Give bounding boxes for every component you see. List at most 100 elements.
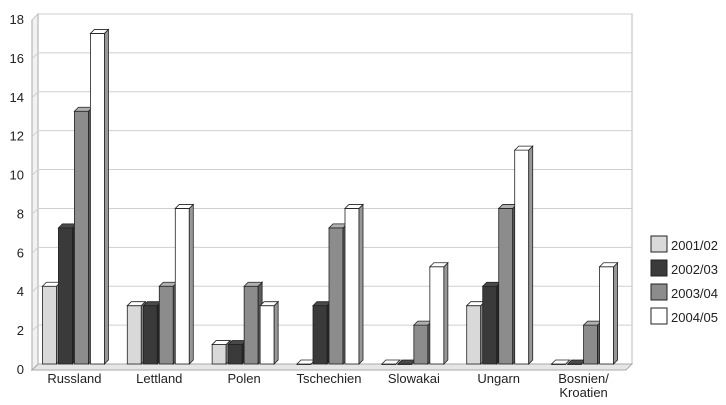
bar-top xyxy=(344,204,364,209)
gridline-wall xyxy=(31,208,39,215)
bar xyxy=(89,28,110,365)
bar-front xyxy=(429,266,445,365)
x-tick-label: Polen xyxy=(228,371,261,386)
plot-wall xyxy=(31,12,39,372)
gridline-wall xyxy=(31,13,39,21)
y-tick-label: 2 xyxy=(17,323,24,338)
bar xyxy=(513,145,534,365)
bar-side xyxy=(443,261,449,365)
bar-top xyxy=(211,340,232,345)
gridline-wall xyxy=(31,52,39,60)
bar xyxy=(142,300,163,365)
bar xyxy=(41,281,62,365)
bar-front xyxy=(211,344,227,365)
x-tick-label: Ungarn xyxy=(477,371,520,386)
bar-side xyxy=(273,300,279,365)
legend-swatch xyxy=(650,259,668,277)
legend-item: 2002/03 xyxy=(650,259,718,277)
bar-front xyxy=(142,305,158,365)
bar xyxy=(126,300,147,365)
y-tick-label: 6 xyxy=(17,245,24,260)
bar xyxy=(497,203,518,365)
legend-label: 2001/02 xyxy=(671,238,718,253)
bar-top xyxy=(598,262,619,268)
bar-front xyxy=(583,324,598,365)
bar xyxy=(243,281,264,365)
gridline-wall xyxy=(31,91,39,99)
legend-label: 2002/03 xyxy=(671,262,718,277)
bar-front xyxy=(158,285,174,365)
x-tick-label: Slowakai xyxy=(388,371,440,386)
bar xyxy=(428,261,449,365)
bars xyxy=(41,28,619,365)
bar-side xyxy=(104,28,109,365)
legend-label: 2003/04 xyxy=(671,286,718,301)
bar-front xyxy=(42,285,57,365)
bar-side xyxy=(188,203,194,365)
bar xyxy=(465,300,486,365)
bar-front xyxy=(243,285,259,365)
bar-front xyxy=(599,266,614,365)
bar-front xyxy=(312,305,328,365)
bar xyxy=(328,222,348,365)
y-tick-label: 18 xyxy=(10,12,24,27)
bar-front xyxy=(498,208,514,365)
y-tick-label: 14 xyxy=(10,90,24,105)
bar-front xyxy=(328,227,344,365)
y-tick-label: 8 xyxy=(17,206,24,221)
bar xyxy=(380,359,401,365)
bar xyxy=(174,203,195,365)
gridline-wall xyxy=(31,324,39,332)
y-tick-label: 0 xyxy=(17,362,24,377)
y-tick-label: 12 xyxy=(10,129,24,144)
bar-front xyxy=(259,305,275,365)
bar-front xyxy=(466,305,482,365)
bar xyxy=(227,339,248,365)
bar xyxy=(312,300,332,365)
bar-front xyxy=(58,227,73,365)
gridline-wall xyxy=(31,130,39,138)
bar-top xyxy=(89,29,110,34)
bar-top xyxy=(550,359,571,365)
bar xyxy=(582,320,603,365)
legend: 2001/02 2002/03 2003/04 2004/05 xyxy=(650,235,718,325)
x-tick-label: Kroatien xyxy=(559,385,607,400)
x-axis-labels: Russland Lettland Polen Tschechien Slowakai U… xyxy=(47,371,609,400)
gridline-wall xyxy=(31,169,39,176)
bar xyxy=(598,261,619,365)
bar xyxy=(57,222,78,365)
y-tick-label: 10 xyxy=(10,168,24,183)
y-axis-ticks: 0 2 4 6 8 10 12 14 16 18 xyxy=(10,12,24,377)
x-tick-label: Russland xyxy=(47,371,101,386)
bar-front xyxy=(344,208,360,365)
bar-front xyxy=(482,285,498,365)
bar-top xyxy=(380,359,401,365)
bar xyxy=(412,320,433,365)
bar-side xyxy=(528,145,534,365)
x-tick-label: Tschechien xyxy=(296,371,361,386)
legend-item: 2003/04 xyxy=(650,283,718,301)
bar xyxy=(73,106,94,365)
bar-side xyxy=(613,261,618,365)
bar-front xyxy=(126,305,142,365)
bar-top xyxy=(126,301,147,307)
bar-top xyxy=(259,301,280,307)
bar xyxy=(550,359,571,365)
y-tick-label: 4 xyxy=(17,284,24,299)
x-tick-label: Bosnien/ xyxy=(558,371,609,386)
legend-swatch xyxy=(650,283,668,301)
bar-front xyxy=(514,149,530,365)
bar xyxy=(259,300,280,365)
bar xyxy=(344,203,364,365)
legend-label: 2004/05 xyxy=(671,310,718,325)
bar xyxy=(211,339,232,365)
legend-swatch xyxy=(650,307,668,325)
bar-front xyxy=(90,33,105,365)
bar xyxy=(481,281,502,365)
bar-top xyxy=(428,262,449,268)
bar-top xyxy=(243,281,264,287)
gridline-wall xyxy=(31,285,39,293)
bar-side xyxy=(358,203,364,365)
bar-front xyxy=(174,208,190,365)
